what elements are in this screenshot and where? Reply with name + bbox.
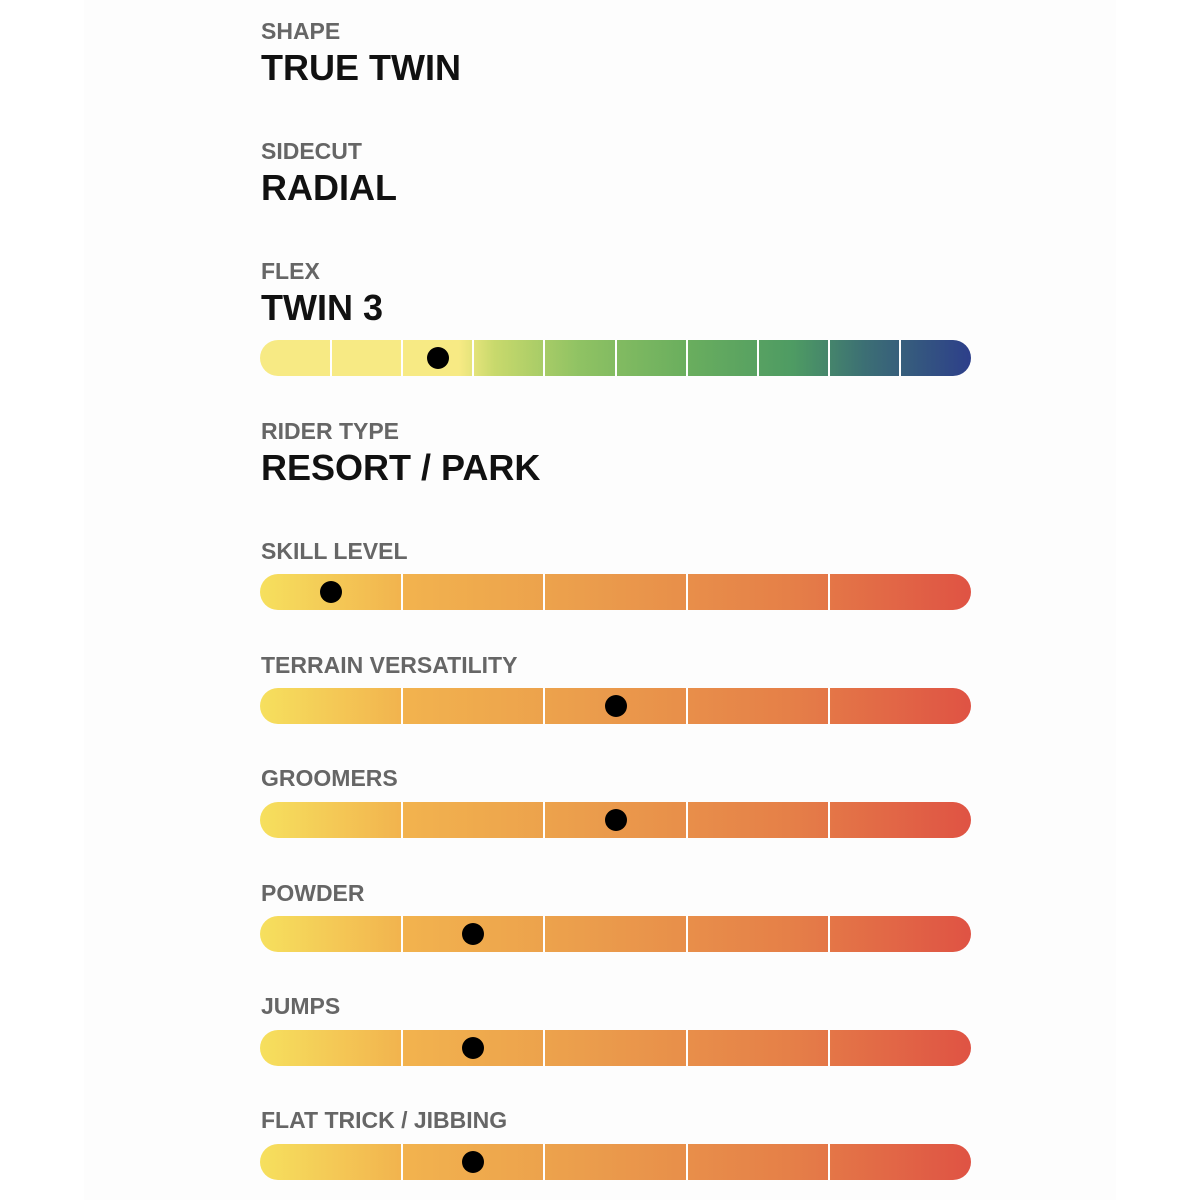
scale-divider — [543, 1030, 546, 1066]
scale-divider — [543, 574, 546, 610]
rider-type-value: RESORT / PARK — [261, 447, 541, 488]
scale-divider — [401, 1144, 404, 1180]
scale-divider — [401, 1030, 404, 1066]
scale-divider — [685, 802, 688, 838]
scale-divider — [472, 340, 475, 376]
groomers-label: GROOMERS — [261, 765, 398, 791]
rider-type-label: RIDER TYPE — [261, 418, 400, 444]
scale-divider — [827, 1030, 830, 1066]
shape-label: SHAPE — [261, 18, 341, 44]
powder-bar — [260, 916, 971, 952]
skill-level-label: SKILL LEVEL — [261, 538, 408, 564]
scale-divider — [685, 1144, 688, 1180]
terrain-versatility-label: TERRAIN VERSATILITY — [261, 652, 518, 678]
rating-marker — [320, 581, 343, 603]
terrain-versatility-bar — [260, 688, 971, 724]
groomers-bar — [260, 802, 971, 838]
scale-divider — [543, 916, 546, 952]
flat-trick-jibbing-bar — [260, 1144, 971, 1180]
scale-divider — [543, 802, 546, 838]
skill-level-bar — [260, 574, 971, 610]
scale-divider — [827, 916, 830, 952]
scale-divider — [685, 574, 688, 610]
rating-marker — [604, 809, 627, 831]
scale-divider — [401, 916, 404, 952]
jumps-bar — [260, 1030, 971, 1066]
rating-marker — [462, 923, 485, 945]
scale-divider — [543, 688, 546, 724]
scale-divider — [401, 802, 404, 838]
scale-divider — [685, 916, 688, 952]
flex-scale-bar — [260, 340, 971, 376]
powder-label: POWDER — [261, 880, 365, 906]
scale-divider — [543, 340, 546, 376]
scale-divider — [827, 688, 830, 724]
rating-marker — [604, 695, 627, 717]
shape-value: TRUE TWIN — [261, 47, 461, 88]
sidecut-label: SIDECUT — [261, 138, 362, 164]
scale-divider — [614, 340, 617, 376]
scale-divider — [685, 340, 688, 376]
rating-marker — [426, 347, 449, 369]
scale-divider — [827, 1144, 830, 1180]
flex-value: TWIN 3 — [261, 287, 383, 328]
scale-divider — [898, 340, 901, 376]
scale-divider — [543, 1144, 546, 1180]
flex-label: FLEX — [261, 258, 320, 284]
sidecut-value: RADIAL — [261, 167, 397, 208]
scale-divider — [401, 574, 404, 610]
scale-divider — [827, 574, 830, 610]
flat-trick-jibbing-label: FLAT TRICK / JIBBING — [261, 1107, 508, 1133]
jumps-label: JUMPS — [261, 993, 341, 1019]
rating-marker — [462, 1151, 485, 1173]
scale-divider — [401, 688, 404, 724]
scale-divider — [330, 340, 333, 376]
scale-divider — [827, 802, 830, 838]
scale-divider — [401, 340, 404, 376]
scale-divider — [685, 1030, 688, 1066]
scale-divider — [756, 340, 759, 376]
rating-marker — [462, 1037, 485, 1059]
scale-divider — [685, 688, 688, 724]
scale-divider — [827, 340, 830, 376]
